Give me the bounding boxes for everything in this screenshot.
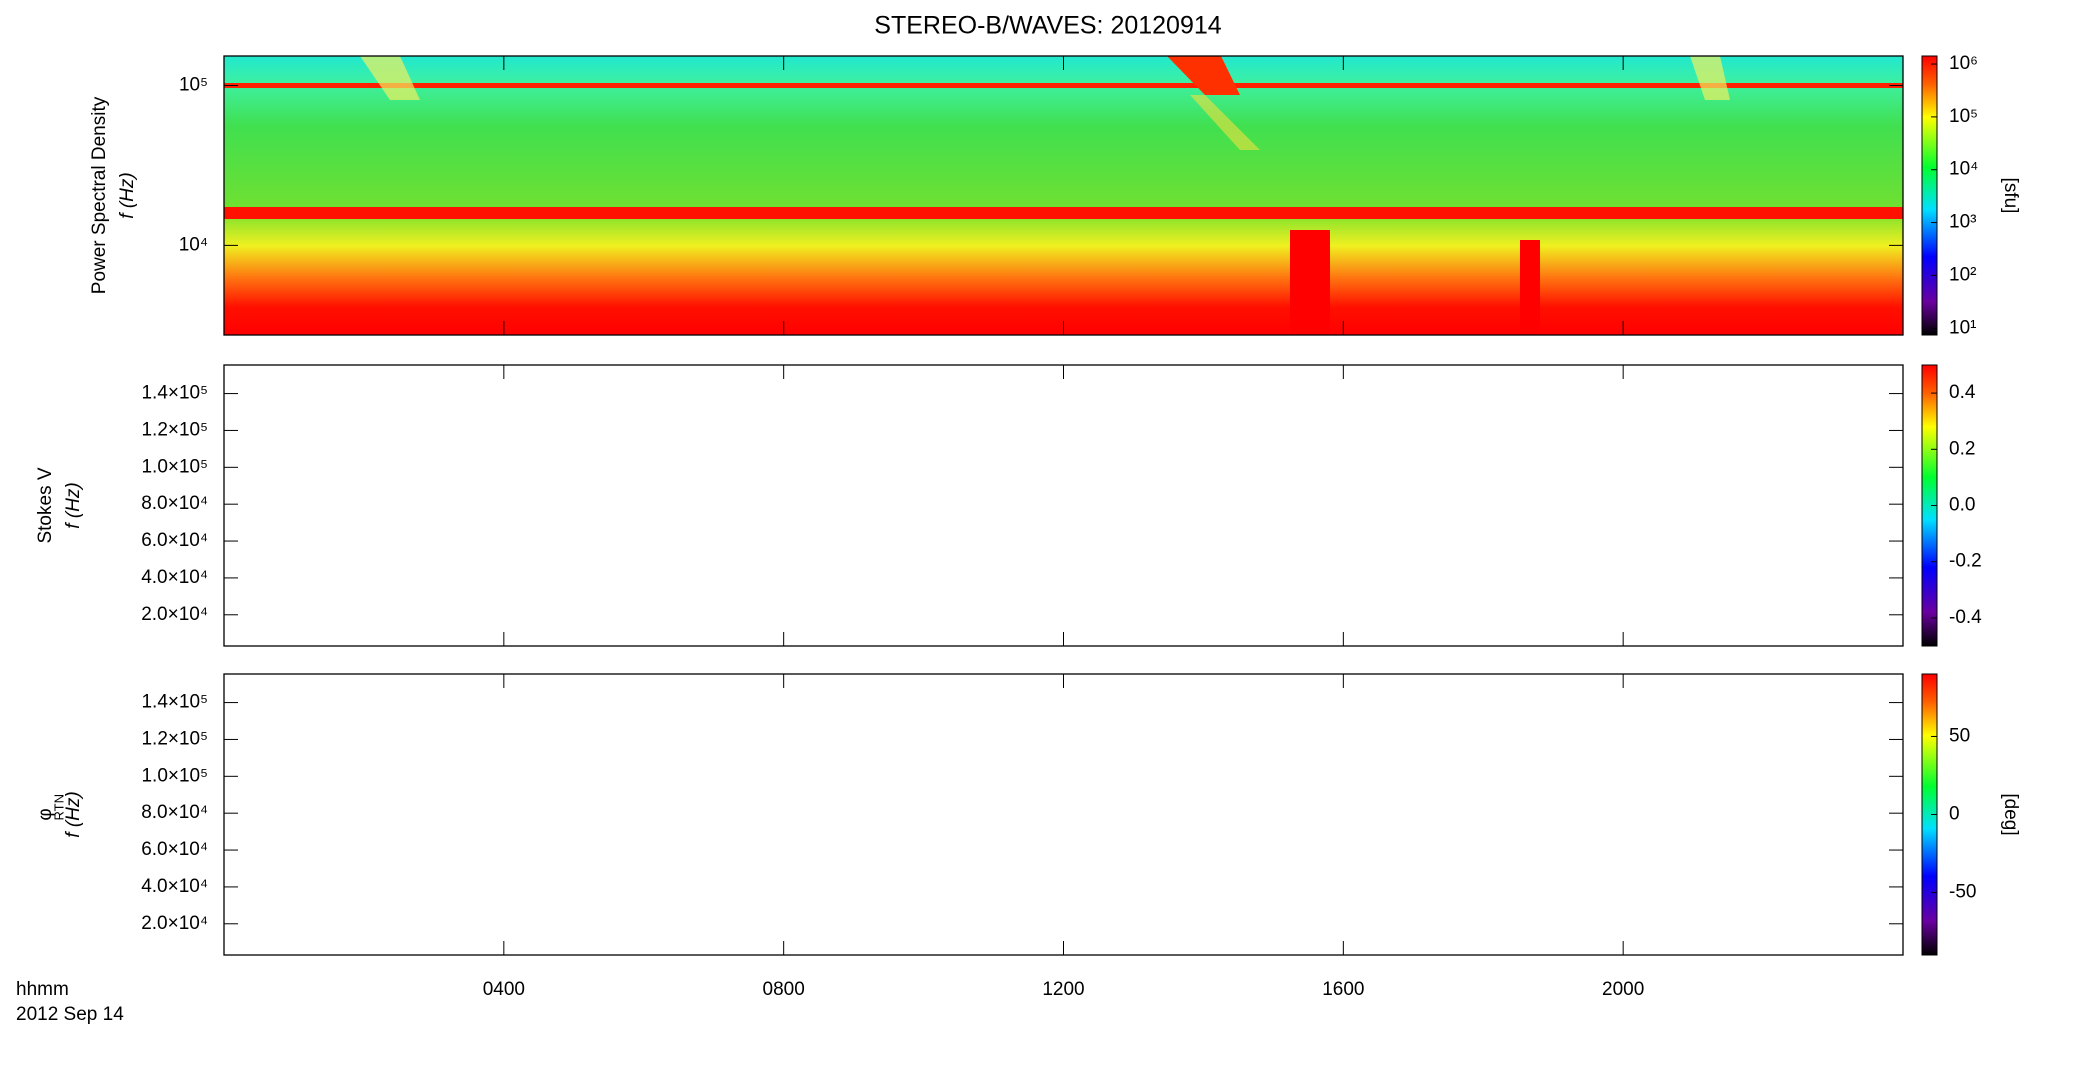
- colorbar-tick-label: 0.2: [1949, 438, 1975, 459]
- y-axis-label: f (Hz): [117, 172, 138, 218]
- colorbar-label: [deg]: [2000, 793, 2021, 835]
- colorbar-tick-label: 0.4: [1949, 382, 1976, 403]
- y-tick-label: 4.0×10⁴: [141, 567, 208, 588]
- colorbar-tick-label: 10²: [1949, 264, 1976, 285]
- colorbar-tick-label: 0.0: [1949, 495, 1975, 516]
- x-tick-label: 0400: [483, 979, 525, 1000]
- y-tick-label: 1.0×10⁵: [141, 456, 208, 477]
- colorbar: [1921, 55, 1938, 336]
- y-tick-label: 2.0×10⁴: [141, 913, 208, 934]
- y-axis-label: f (Hz): [63, 482, 84, 528]
- y-tick-label: 2.0×10⁴: [141, 604, 208, 625]
- figure-title: STEREO-B/WAVES: 20120914: [874, 12, 1221, 40]
- y-tick-label: 6.0×10⁴: [141, 839, 208, 860]
- spectrogram-image: [224, 56, 1903, 335]
- y-axis-label: f (Hz): [63, 791, 84, 837]
- x-units: hhmm: [16, 979, 69, 1000]
- y-tick-label: 1.2×10⁵: [141, 419, 208, 440]
- colorbar-tick-label: -0.2: [1949, 551, 1982, 572]
- y-tick-label: 6.0×10⁴: [141, 530, 208, 551]
- y-axis-label: φ: [35, 808, 56, 820]
- y-axis-label: Stokes V: [35, 467, 56, 543]
- plot-frame: [223, 673, 1904, 956]
- y-tick-label: 4.0×10⁴: [141, 876, 208, 897]
- colorbar-tick-label: 50: [1949, 725, 1970, 746]
- x-tick-label: 0800: [763, 979, 805, 1000]
- colorbar-tick-label: -50: [1949, 882, 1976, 903]
- x-tick-label: 1200: [1042, 979, 1084, 1000]
- x-tick-label: 1600: [1322, 979, 1364, 1000]
- colorbar-tick-label: 10⁴: [1949, 159, 1978, 180]
- y-tick-label: 1.2×10⁵: [141, 728, 208, 749]
- y-tick-label: 10⁴: [179, 234, 208, 255]
- y-tick-label: 1.0×10⁵: [141, 765, 208, 786]
- y-tick-label: 1.4×10⁵: [141, 383, 208, 404]
- y-axis-label-subscript: RTN: [51, 794, 66, 820]
- plot-frame: [223, 364, 1904, 647]
- y-tick-label: 10⁵: [179, 75, 208, 96]
- y-tick-label: 8.0×10⁴: [141, 802, 208, 823]
- date-label: 2012 Sep 14: [16, 1004, 124, 1025]
- colorbar-tick-label: 10⁶: [1949, 53, 1978, 74]
- x-tick-label: 2000: [1602, 979, 1644, 1000]
- colorbar-label: [sfu]: [2000, 178, 2021, 214]
- colorbar-tick-label: 10¹: [1949, 317, 1976, 338]
- y-tick-label: 8.0×10⁴: [141, 493, 208, 514]
- colorbar-tick-label: -0.4: [1949, 607, 1982, 628]
- y-tick-label: 1.4×10⁵: [141, 692, 208, 713]
- colorbar-tick-label: 0: [1949, 804, 1960, 825]
- y-axis-label: Power Spectral Density: [89, 96, 110, 294]
- colorbar-tick-label: 10³: [1949, 212, 1976, 233]
- colorbar-tick-label: 10⁵: [1949, 106, 1978, 127]
